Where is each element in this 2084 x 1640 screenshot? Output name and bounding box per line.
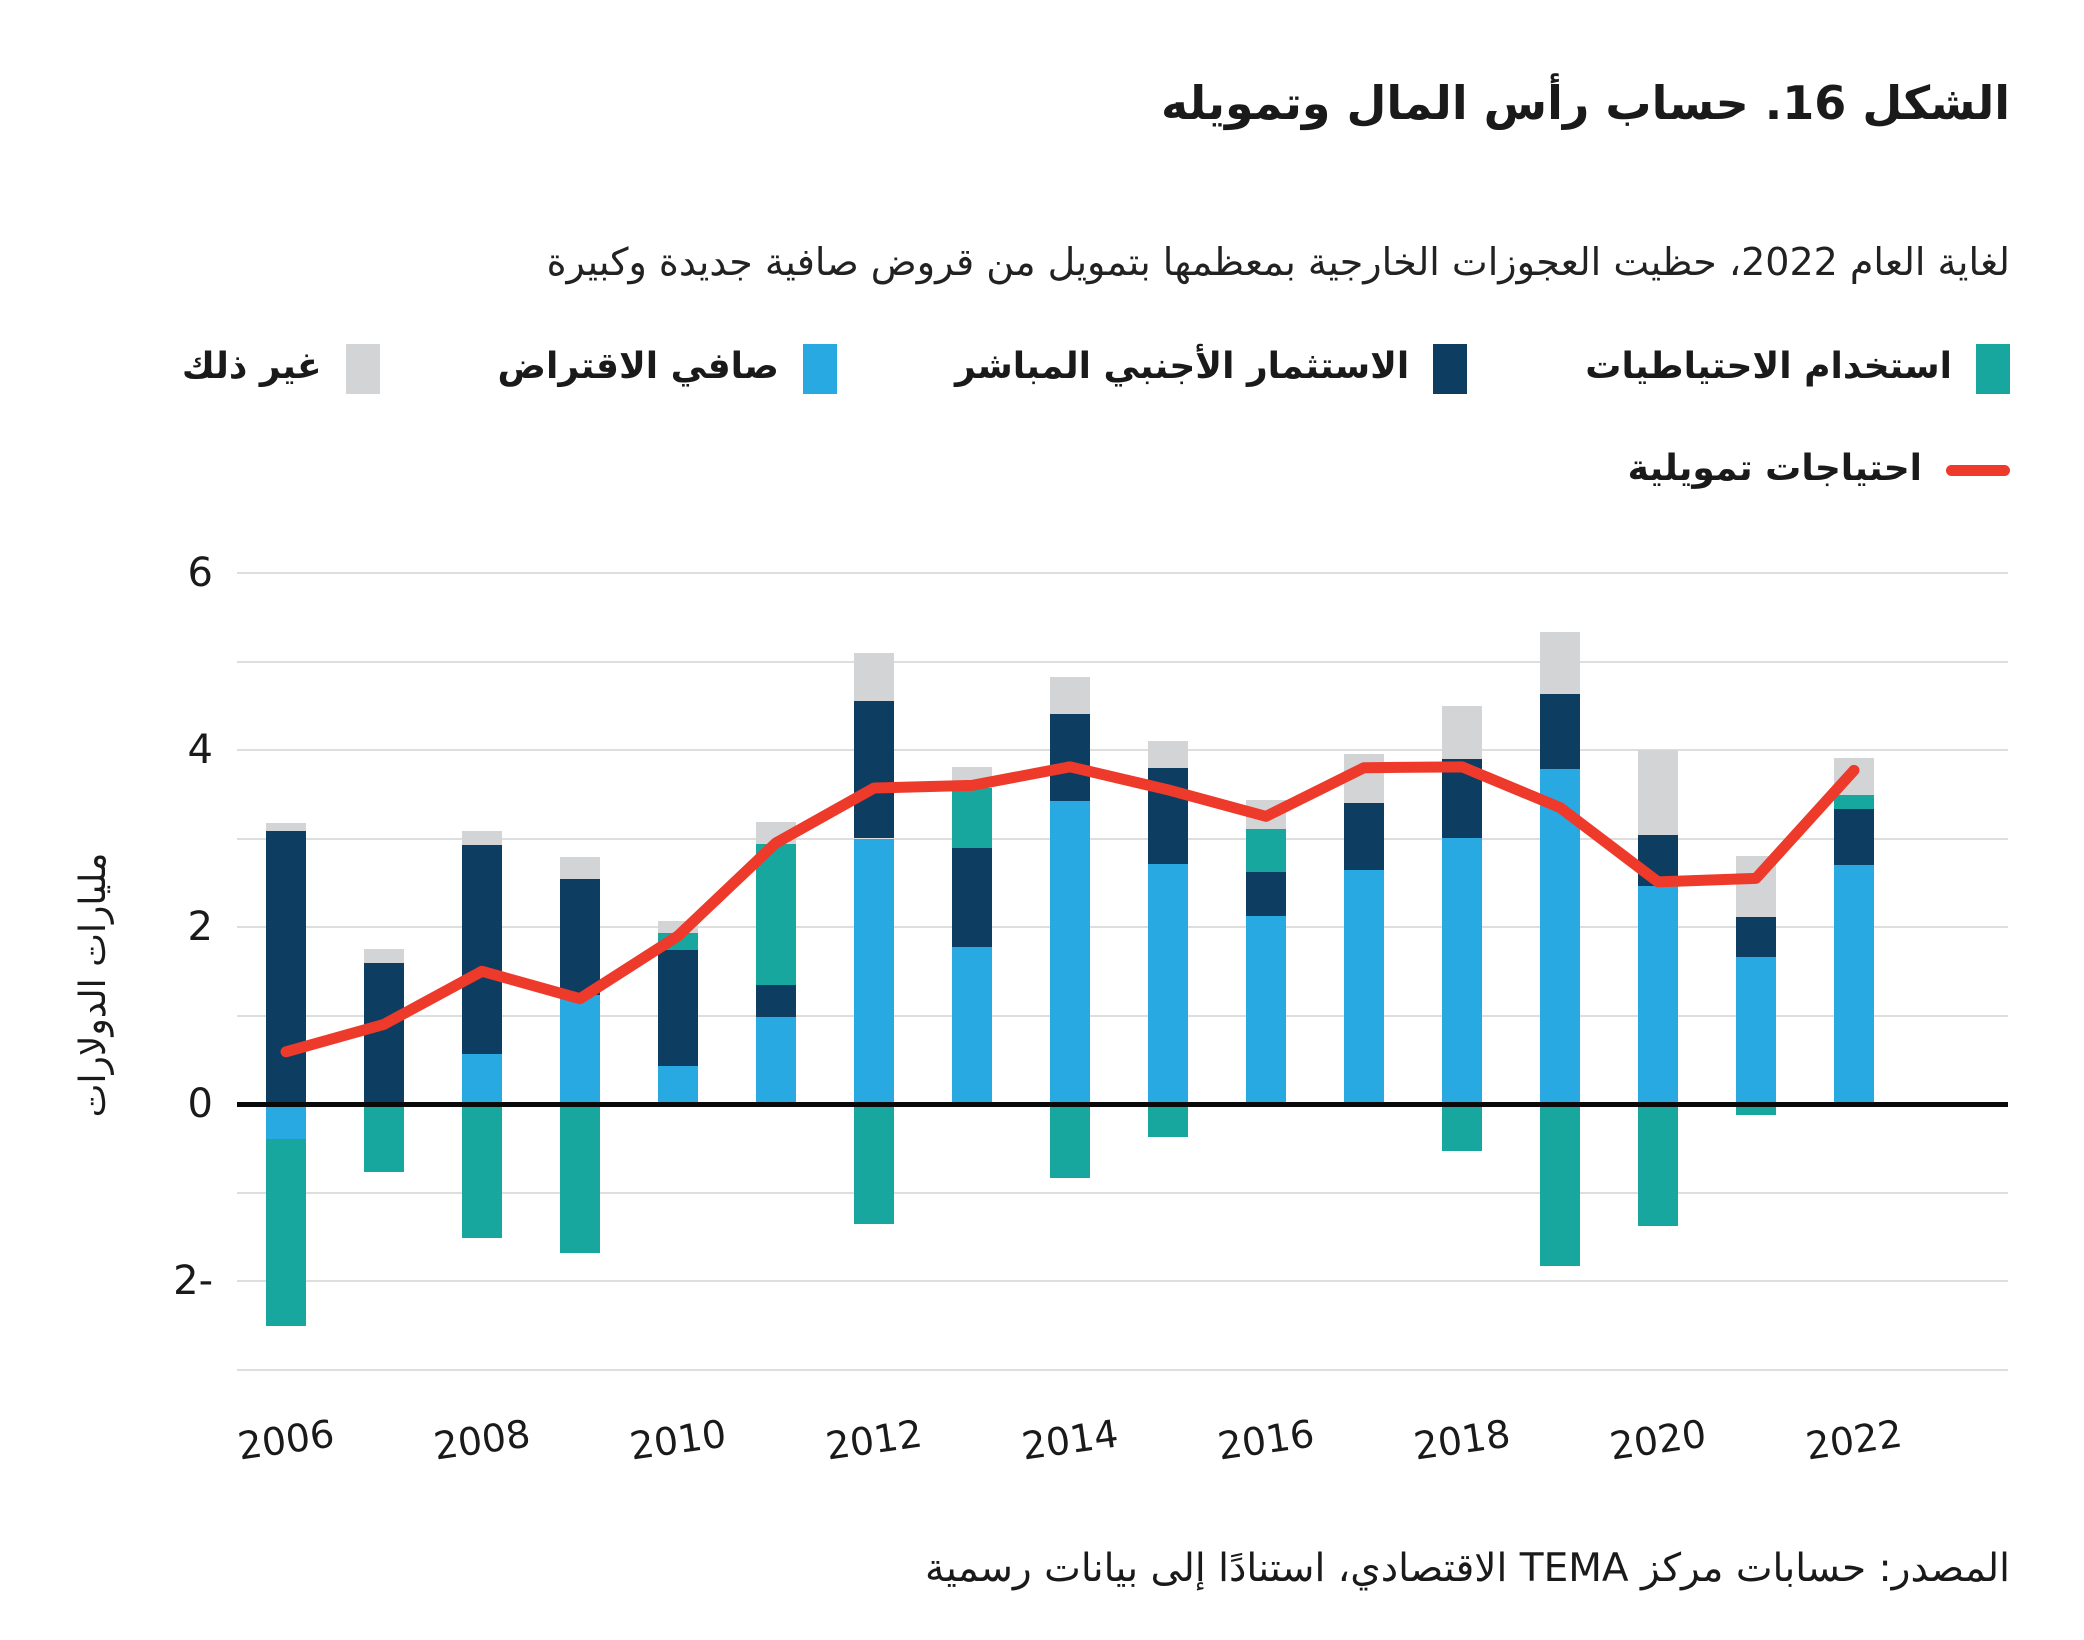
gridline [237, 837, 2008, 840]
bar-segment-fdi [952, 848, 992, 948]
bar-segment-borrowing [1442, 837, 1482, 1104]
legend-label-borrowing: صافي الاقتراض [497, 346, 779, 387]
bar-segment-reserves [1834, 795, 1874, 810]
reserves-swatch-icon [1976, 344, 2010, 394]
bar-segment-fdi [658, 950, 698, 1066]
bar-segment-borrowing [560, 995, 600, 1104]
bar-segment-fdi [1344, 803, 1384, 871]
bar-segment-fdi [1050, 713, 1090, 802]
bar-segment-borrowing [952, 947, 992, 1104]
bar-segment-reserves [1246, 828, 1286, 873]
bar-segment-reserves [560, 1104, 600, 1253]
bar-segment-borrowing [1050, 801, 1090, 1104]
bar-segment-fdi [1540, 694, 1580, 769]
bar-segment-borrowing [854, 838, 894, 1104]
bar-segment-borrowing [1246, 916, 1286, 1104]
bar-segment-reserves [854, 1104, 894, 1225]
bar-segment-fdi [1834, 809, 1874, 866]
legend-item-reserves: استخدام الاحتياطيات [1585, 344, 2010, 394]
bar-segment-other [1148, 741, 1188, 768]
bar-segment-other [1540, 632, 1580, 695]
legend-label-other: غير ذلك [181, 346, 322, 387]
gridline [237, 1280, 2008, 1282]
legend-label-fdi: الاستثمار الأجنبي المباشر [954, 346, 1410, 387]
gridline [237, 1191, 2008, 1194]
bar-segment-reserves [952, 788, 992, 849]
bar-segment-fdi [756, 984, 796, 1018]
bar-segment-other [364, 949, 404, 964]
bar-segment-borrowing [658, 1065, 698, 1104]
bar-segment-fdi [854, 701, 894, 839]
legend-item-fdi: الاستثمار الأجنبي المباشر [954, 344, 1468, 394]
bar-segment-other [1638, 750, 1678, 835]
y-tick-label: -2 [173, 1258, 213, 1304]
financing-needs-line-icon [1946, 465, 2010, 476]
bar-segment-other [266, 823, 306, 831]
bar-segment-borrowing [1834, 865, 1874, 1104]
source-note: المصدر: حسابات مركز TEMA الاقتصادي، استن… [925, 1546, 2010, 1591]
legend-item-other: غير ذلك [182, 344, 380, 394]
bar-segment-borrowing [266, 1104, 306, 1140]
y-tick-label: 6 [187, 550, 213, 596]
bar-segment-reserves [1638, 1104, 1678, 1227]
bar-segment-reserves [1050, 1104, 1090, 1179]
legend-label-reserves: استخدام الاحتياطيات [1585, 346, 1952, 387]
gridline [237, 926, 2008, 928]
bar-segment-reserves [1736, 1104, 1776, 1115]
bar-segment-borrowing [1148, 864, 1188, 1104]
bar-segment-reserves [1540, 1104, 1580, 1266]
y-tick-label: 0 [187, 1081, 213, 1127]
bar-segment-fdi [266, 830, 306, 1104]
page-subtitle: لغاية العام 2022، حظيت العجوزات الخارجية… [546, 240, 2010, 284]
bar-segment-fdi [560, 879, 600, 996]
page-title: الشكل 16. حساب رأس المال وتمويله [1161, 76, 2010, 130]
bar-segment-reserves [756, 843, 796, 985]
legend: استخدام الاحتياطيات الاستثمار الأجنبي ال… [182, 344, 2010, 394]
bar-segment-fdi [1736, 917, 1776, 958]
bar-segment-other [1442, 705, 1482, 759]
bar-segment-borrowing [1344, 870, 1384, 1104]
legend-line-row: احتياجات تمويلية [1628, 446, 2010, 491]
other-swatch-icon [345, 344, 380, 394]
y-tick-label: 2 [187, 904, 213, 950]
gridline [237, 1014, 2008, 1017]
legend-label-financing-needs: احتياجات تمويلية [1627, 448, 1922, 489]
gridline [237, 572, 2008, 574]
bar-segment-borrowing [1736, 957, 1776, 1104]
borrowing-swatch-icon [802, 344, 837, 394]
bar-segment-fdi [462, 844, 502, 1054]
bar-segment-reserves [266, 1139, 306, 1327]
y-tick-label: 4 [187, 727, 213, 773]
bar-segment-reserves [1148, 1104, 1188, 1137]
bar-segment-reserves [462, 1104, 502, 1238]
fdi-swatch-icon [1433, 344, 1468, 394]
bar-segment-reserves [1442, 1104, 1482, 1151]
gridline [237, 660, 2008, 663]
bar-segment-borrowing [1638, 886, 1678, 1104]
zero-axis-line [237, 1102, 2008, 1107]
bar-segment-other [1050, 676, 1090, 714]
bar-segment-borrowing [462, 1053, 502, 1104]
gridline [237, 1368, 2008, 1371]
gridline [237, 749, 2008, 751]
bar-segment-other [854, 652, 894, 702]
legend-item-borrowing: صافي الاقتراض [498, 344, 837, 394]
bar-segment-other [462, 831, 502, 845]
bar-segment-reserves [364, 1104, 404, 1173]
bar-segment-fdi [1246, 872, 1286, 917]
bar-segment-borrowing [756, 1017, 796, 1104]
bar-segment-other [560, 857, 600, 880]
